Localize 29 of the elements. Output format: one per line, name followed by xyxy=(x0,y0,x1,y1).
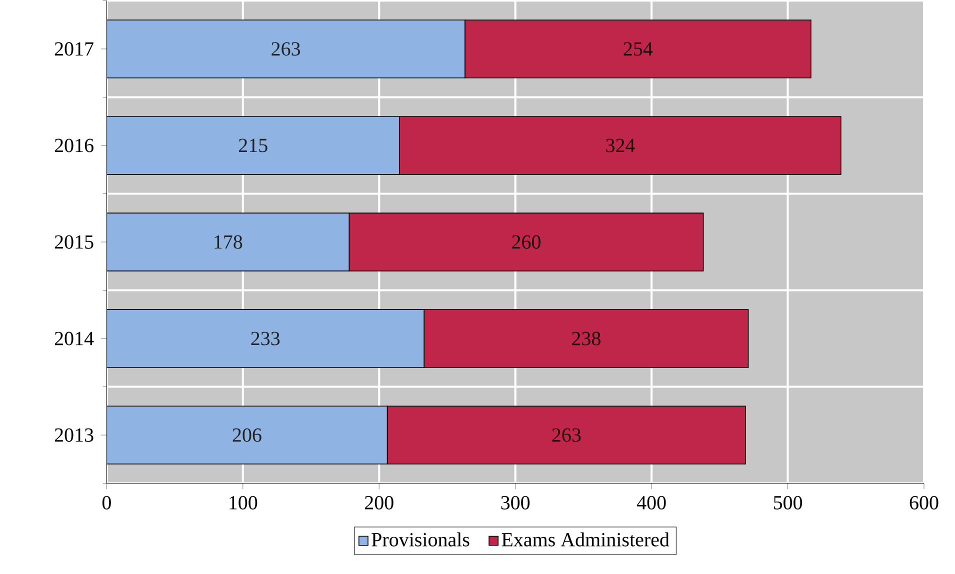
bar xyxy=(106,116,400,175)
x-tick-label: 400 xyxy=(636,496,666,510)
x-tick-label: 100 xyxy=(230,496,258,510)
bar xyxy=(106,406,388,464)
data-label: 178 xyxy=(214,235,242,249)
data-label: 254 xyxy=(624,42,653,56)
data-label: 263 xyxy=(552,428,581,442)
data-label: 238 xyxy=(572,332,600,346)
y-tick-label: 2014 xyxy=(54,332,94,346)
x-tick-label: 200 xyxy=(364,496,394,510)
x-tick-label: 300 xyxy=(501,496,530,510)
data-label: 260 xyxy=(512,235,540,249)
legend-label: Provisionals xyxy=(372,532,470,546)
data-label: 233 xyxy=(251,332,280,346)
y-tick-label: 2015 xyxy=(54,235,94,249)
data-label: 324 xyxy=(606,138,635,152)
bar xyxy=(106,212,350,272)
bar xyxy=(106,20,466,78)
data-label: 206 xyxy=(232,428,262,442)
bar xyxy=(106,309,424,368)
y-tick-label: 2013 xyxy=(54,428,94,442)
y-tick-label: 2017 xyxy=(54,42,94,56)
x-tick-label: 500 xyxy=(774,496,802,510)
y-tick-label: 2016 xyxy=(54,138,94,152)
x-tick-label: 0 xyxy=(102,496,111,510)
data-label: 215 xyxy=(238,138,268,152)
legend-label: Exams Administered xyxy=(502,532,670,546)
data-label: 263 xyxy=(272,42,300,56)
x-tick-label: 600 xyxy=(910,496,938,510)
